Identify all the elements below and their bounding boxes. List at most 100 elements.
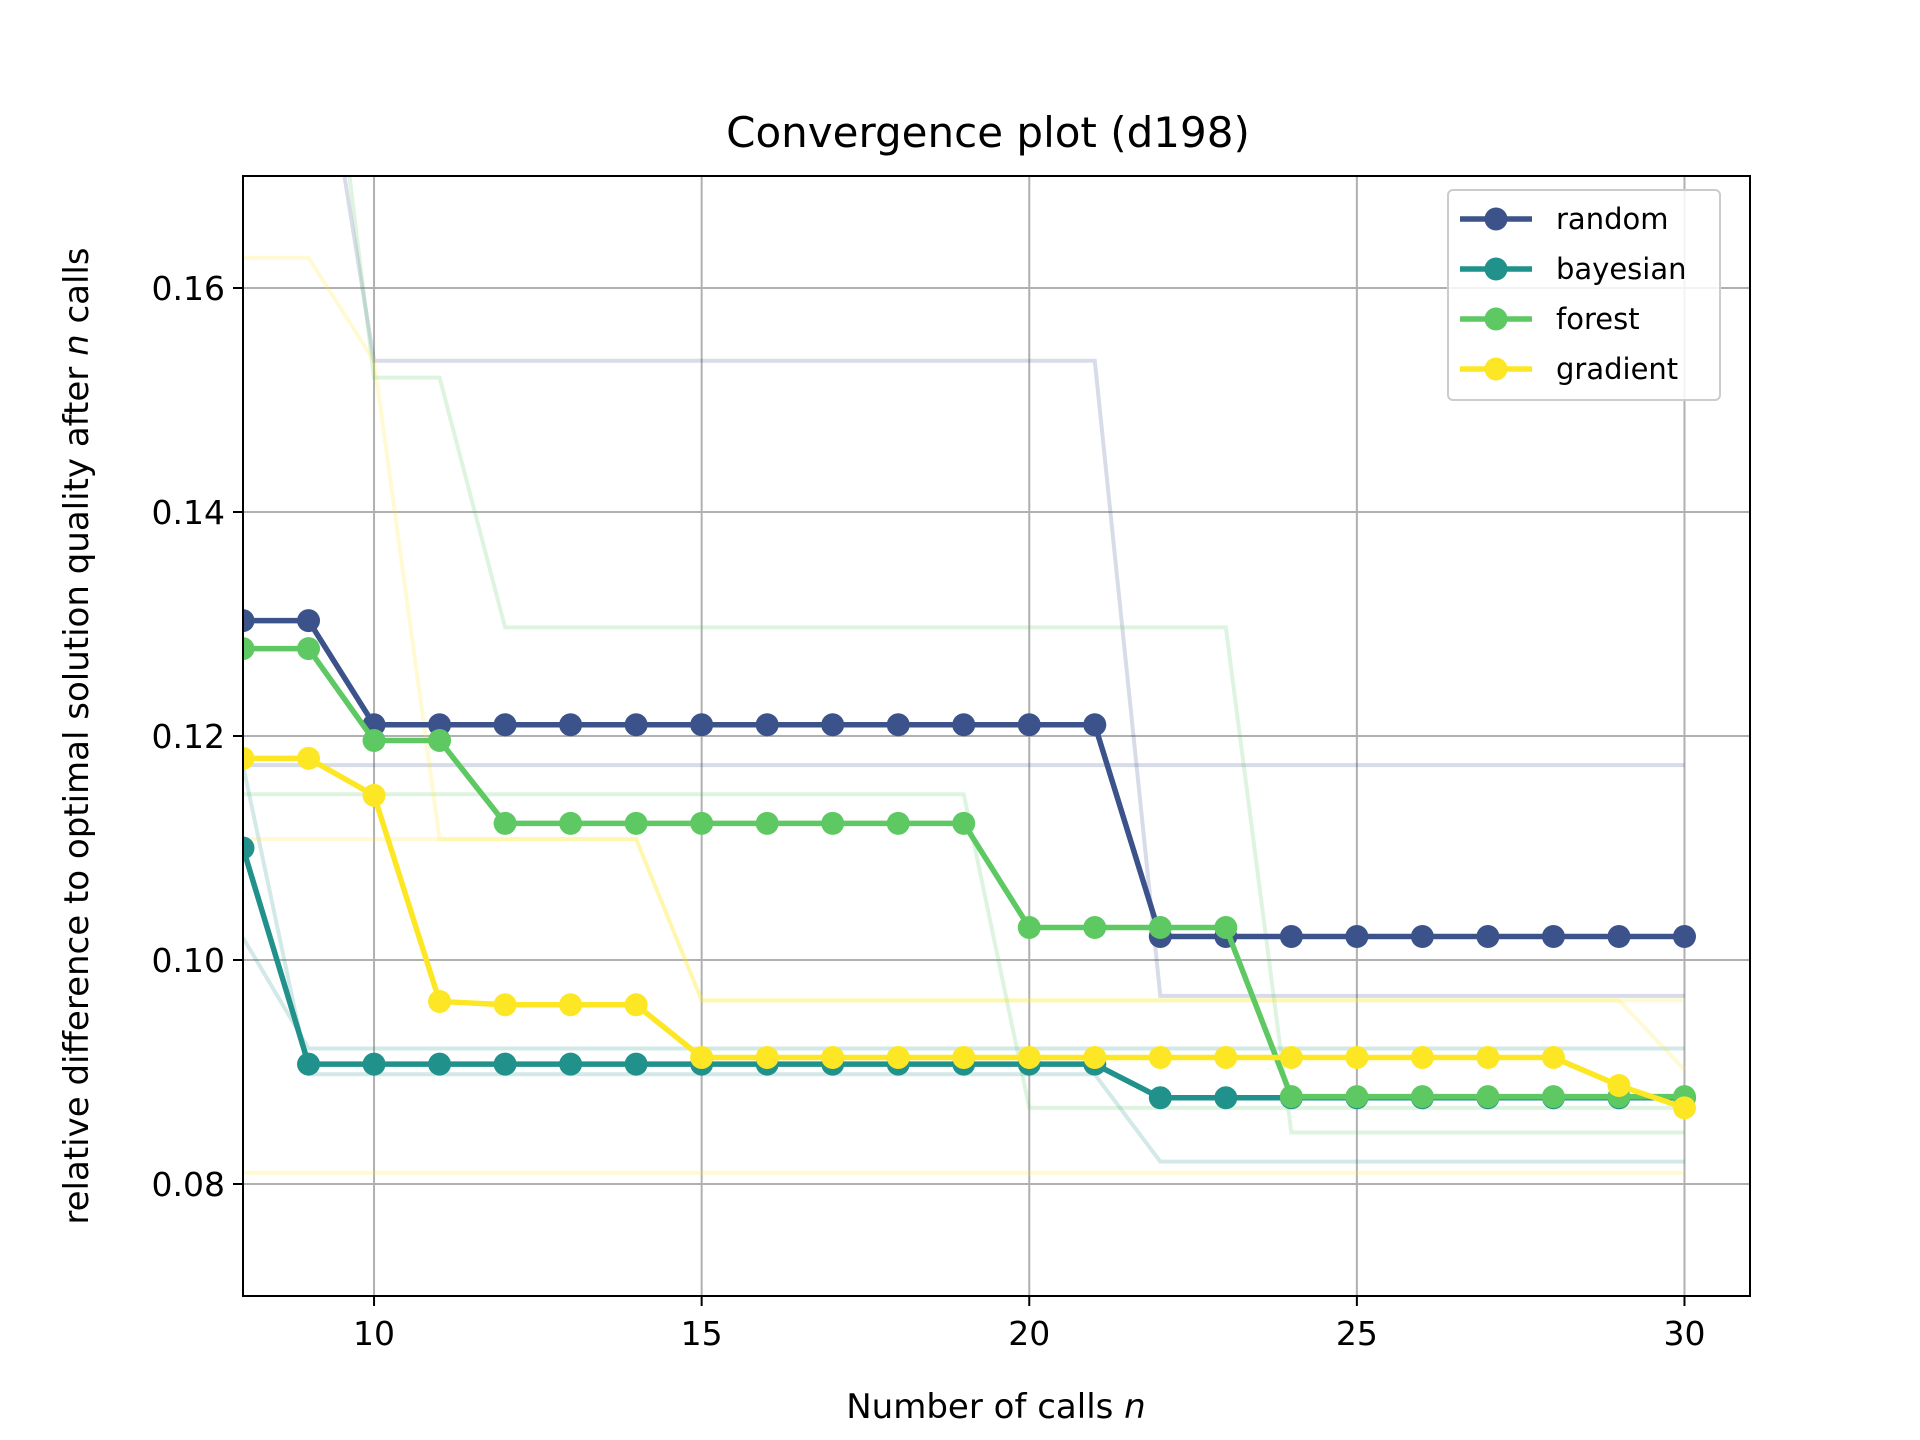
forest-point-21	[1083, 916, 1107, 940]
gradient-point-23	[1214, 1045, 1238, 1069]
legend-label-gradient: gradient	[1556, 352, 1678, 386]
y-axis-label-prefix: relative difference to optimal solution …	[57, 367, 97, 1225]
legend-label-random: random	[1556, 202, 1668, 236]
forest-run-1	[347, 176, 1685, 1135]
gradient-point-19	[952, 1045, 976, 1069]
random-point-30	[1672, 924, 1696, 948]
gradient-point-17	[821, 1045, 845, 1069]
random-point-29	[1607, 924, 1631, 948]
gradient-point-10	[362, 783, 386, 807]
x-tick-label-10: 10	[353, 1314, 395, 1353]
x-tick-label-30: 30	[1663, 1314, 1705, 1353]
legend-marker-gradient	[1484, 357, 1508, 381]
forest-point-8	[243, 637, 255, 661]
bayesian-point-9	[297, 1052, 321, 1076]
random-point-25	[1345, 924, 1369, 948]
gradient-point-30	[1672, 1096, 1696, 1120]
random-point-9	[297, 609, 321, 633]
legend-marker-random	[1484, 207, 1508, 231]
y-tick-label-0.16: 0.16	[152, 269, 225, 308]
gradient-point-28	[1541, 1045, 1565, 1069]
gradient-point-25	[1345, 1045, 1369, 1069]
forest-point-14	[624, 811, 648, 835]
y-axis-label-suffix: calls	[57, 247, 97, 323]
bayesian-point-23	[1214, 1086, 1238, 1110]
random-point-19	[952, 713, 976, 737]
random-point-27	[1476, 924, 1500, 948]
plot-area	[243, 176, 1750, 1296]
legend-label-forest: forest	[1556, 302, 1640, 336]
forest-point-22	[1148, 916, 1172, 940]
forest-point-19	[952, 811, 976, 835]
random-point-18	[886, 713, 910, 737]
forest-point-12	[493, 811, 517, 835]
random-point-13	[559, 713, 583, 737]
y-tick-label-0.12: 0.12	[152, 717, 225, 756]
random-point-8	[243, 609, 255, 633]
forest-point-27	[1476, 1085, 1500, 1109]
random-point-12	[493, 713, 517, 737]
gradient-run-2	[243, 837, 1685, 1003]
forest-point-13	[559, 811, 583, 835]
bayesian-point-13	[559, 1052, 583, 1076]
gradient-point-9	[297, 746, 321, 770]
forest-point-25	[1345, 1085, 1369, 1109]
random-point-14	[624, 713, 648, 737]
y-axis-label-var: n	[57, 334, 97, 356]
bayesian-point-8	[243, 836, 255, 860]
bayesian-point-22	[1148, 1086, 1172, 1110]
y-axis-label: relative difference to optimal solution …	[57, 247, 97, 1224]
gradient-point-22	[1148, 1045, 1172, 1069]
x-axis-label-var: n	[1124, 1387, 1146, 1427]
gradient-point-13	[559, 993, 583, 1017]
x-axis-label: Number of calls n	[846, 1387, 1145, 1427]
forest-point-20	[1017, 916, 1041, 940]
gradient-point-16	[755, 1045, 779, 1069]
gradient-point-12	[493, 993, 517, 1017]
x-tick-label-25: 25	[1336, 1314, 1378, 1353]
gradient-point-11	[428, 989, 452, 1013]
forest-point-10	[362, 728, 386, 752]
random-point-15	[690, 713, 714, 737]
forest-point-11	[428, 728, 452, 752]
random-run-1	[342, 176, 1685, 998]
gradient-run-1	[243, 255, 1686, 1072]
gradient-point-20	[1017, 1045, 1041, 1069]
random-point-26	[1410, 924, 1434, 948]
gradient-point-29	[1607, 1073, 1631, 1097]
gradient-point-26	[1410, 1045, 1434, 1069]
y-tick-label-0.10: 0.10	[152, 941, 225, 980]
gradient-point-21	[1083, 1045, 1107, 1069]
gradient-point-27	[1476, 1045, 1500, 1069]
forest-point-28	[1541, 1085, 1565, 1109]
forest-point-23	[1214, 916, 1238, 940]
random-point-21	[1083, 713, 1107, 737]
bayesian-point-11	[428, 1052, 452, 1076]
x-axis-label-text: Number of calls	[846, 1387, 1113, 1427]
random-point-28	[1541, 924, 1565, 948]
random-point-20	[1017, 713, 1041, 737]
gradient-point-14	[624, 993, 648, 1017]
gradient-point-8	[243, 746, 255, 770]
y-tick-label-0.08: 0.08	[152, 1165, 225, 1204]
forest-point-15	[690, 811, 714, 835]
gradient-point-24	[1279, 1045, 1303, 1069]
bayesian-point-12	[493, 1052, 517, 1076]
y-tick-label-0.14: 0.14	[152, 493, 225, 532]
chart-title: Convergence plot (d198)	[726, 108, 1250, 157]
gradient-point-18	[886, 1045, 910, 1069]
legend-marker-bayesian	[1484, 257, 1508, 281]
random-point-16	[755, 713, 779, 737]
random-point-24	[1279, 924, 1303, 948]
legend-marker-forest	[1484, 307, 1508, 331]
forest-point-24	[1279, 1085, 1303, 1109]
bayesian-point-14	[624, 1052, 648, 1076]
legend: random bayesian forest gradient	[1447, 189, 1721, 401]
forest-point-26	[1410, 1085, 1434, 1109]
x-tick-label-15: 15	[681, 1314, 723, 1353]
random-point-17	[821, 713, 845, 737]
forest-point-18	[886, 811, 910, 835]
legend-box	[1447, 189, 1721, 401]
forest-point-16	[755, 811, 779, 835]
